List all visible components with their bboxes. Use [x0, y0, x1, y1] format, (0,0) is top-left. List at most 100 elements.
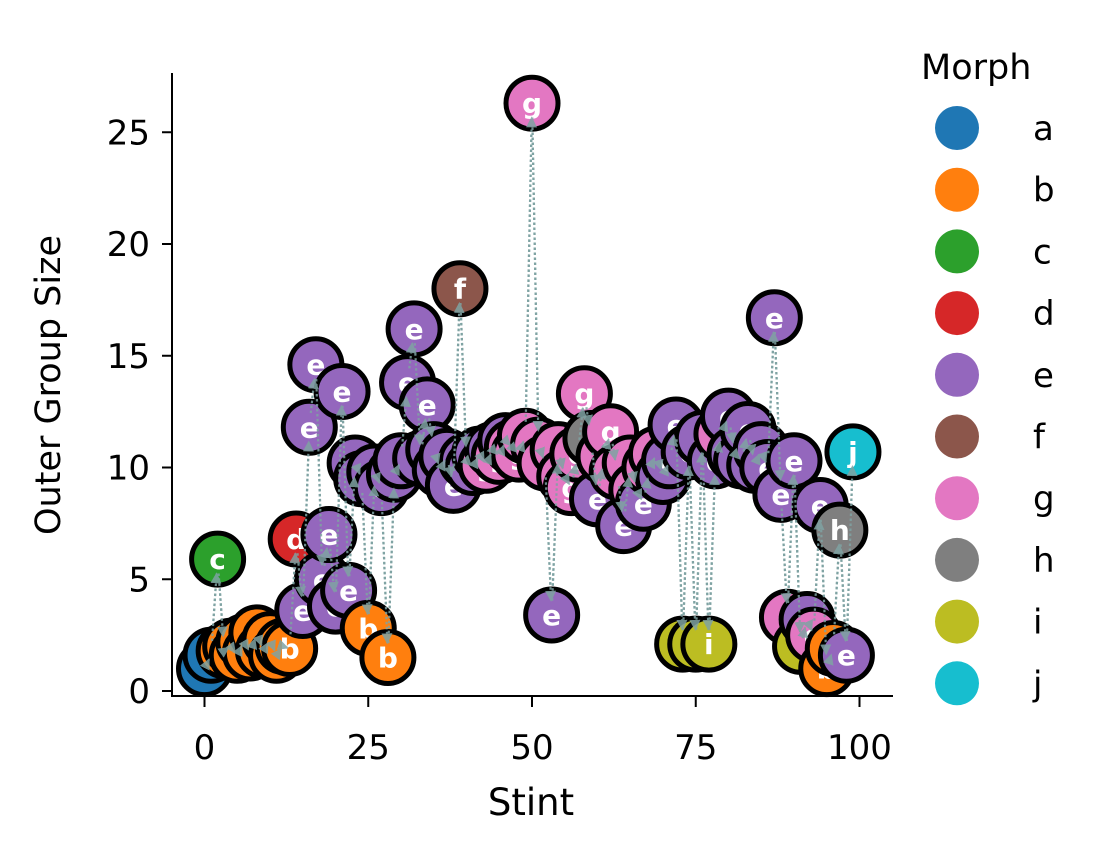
y-tick-label: 25 [107, 113, 150, 153]
y-tick-label: 0 [128, 672, 150, 712]
transition-arrow [400, 395, 412, 447]
transition-arrow [424, 418, 436, 438]
legend-label: i [1033, 603, 1042, 643]
transition-arrow [389, 463, 401, 477]
transition-arrow [845, 465, 858, 641]
data-point: e [300, 506, 358, 564]
legend-item: a [935, 106, 1054, 150]
data-point-label: e [300, 411, 319, 444]
y-tick-label: 10 [107, 449, 150, 489]
legend-marker [935, 599, 979, 644]
transition-arrow [786, 473, 799, 604]
transition-arrow [443, 464, 455, 478]
transition-arrow [717, 420, 729, 433]
y-tick-label: 5 [128, 560, 150, 600]
legend-label: c [1033, 232, 1052, 272]
transition-arrow [767, 330, 779, 454]
transition-arrow [576, 406, 588, 440]
data-point-label: e [418, 389, 437, 422]
data-point-label: g [574, 378, 594, 411]
y-tick-label: 15 [107, 337, 150, 377]
transition-arrow [622, 476, 634, 512]
legend-item: i [935, 599, 1042, 644]
y-axis-label: Outer Group Size [29, 235, 69, 535]
legend-item: e [935, 352, 1054, 397]
transition-arrow [307, 377, 319, 414]
transition-arrow [350, 462, 361, 475]
transition-arrow [367, 485, 380, 615]
transition-arrow [738, 437, 750, 452]
transition-arrow [780, 508, 792, 605]
transition-arrow [348, 476, 360, 577]
transition-arrow [832, 543, 845, 635]
data-point-marker [300, 506, 358, 564]
legend-item: f [935, 414, 1046, 459]
transition-arrow [459, 302, 472, 448]
data-point-label: e [319, 519, 338, 552]
data-point-label: g [522, 87, 542, 120]
legend-marker [935, 414, 979, 459]
transition-arrow [531, 117, 544, 432]
transition-arrow [534, 446, 545, 459]
transition-arrow [823, 653, 834, 666]
data-point-marker [824, 423, 882, 481]
data-point: e [385, 300, 443, 358]
transition-arrow [757, 450, 768, 464]
legend-marker [935, 476, 979, 521]
transition-arrow [418, 418, 430, 445]
data-point: i [680, 615, 738, 673]
data-point: j [824, 423, 882, 481]
data-point-label: c [209, 543, 226, 576]
legend-marker [935, 106, 979, 150]
transition-arrow [216, 573, 228, 638]
legend-label: g [1033, 479, 1055, 519]
transition-arrow [435, 459, 446, 472]
data-point-marker [189, 530, 247, 588]
data-point-label: b [378, 641, 398, 674]
data-point-label: e [542, 599, 561, 632]
transition-arrow [712, 440, 723, 454]
data-point: c [189, 530, 247, 588]
legend-label: j [1032, 664, 1042, 704]
transition-arrow [380, 501, 393, 645]
legend-item: h [935, 537, 1055, 582]
transition-arrow [688, 466, 701, 631]
transition-arrow [797, 626, 809, 639]
transition-arrow [341, 405, 354, 578]
transition-arrow [640, 477, 652, 493]
legend-marker [935, 537, 979, 582]
legend-marker [935, 291, 979, 336]
transition-arrows-overlay [199, 116, 858, 671]
transition-arrow [238, 638, 250, 651]
data-point-label: h [830, 514, 850, 547]
x-tick-label: 100 [827, 728, 892, 768]
transition-arrow [199, 658, 211, 671]
data-point-marker [811, 501, 869, 559]
data-point-label: j [847, 436, 858, 469]
transition-arrow [405, 342, 417, 369]
transition-arrow [813, 518, 825, 621]
x-ticks: 0 25 50 75 100 [194, 697, 892, 768]
transition-arrow [361, 492, 373, 616]
legend-marker [935, 352, 979, 397]
legend-title: Morph [921, 48, 1031, 88]
legend-label: e [1033, 356, 1054, 396]
data-point-label: e [837, 639, 856, 672]
transition-arrow [334, 404, 347, 592]
transition-arrow [819, 519, 832, 656]
transition-arrow [524, 116, 538, 422]
data-point-label: i [704, 628, 714, 661]
legend-marker [935, 229, 979, 274]
transition-arrow [600, 438, 612, 451]
data-point-label: e [339, 574, 358, 607]
legend-item: j [935, 661, 1042, 706]
transition-arrow [652, 458, 664, 471]
legend-marker [935, 167, 979, 212]
transition-arrow [270, 648, 283, 661]
legend-label: a [1033, 109, 1054, 149]
transition-arrow [645, 457, 656, 470]
transition-arrow [327, 548, 339, 593]
transition-arrow [514, 440, 526, 453]
